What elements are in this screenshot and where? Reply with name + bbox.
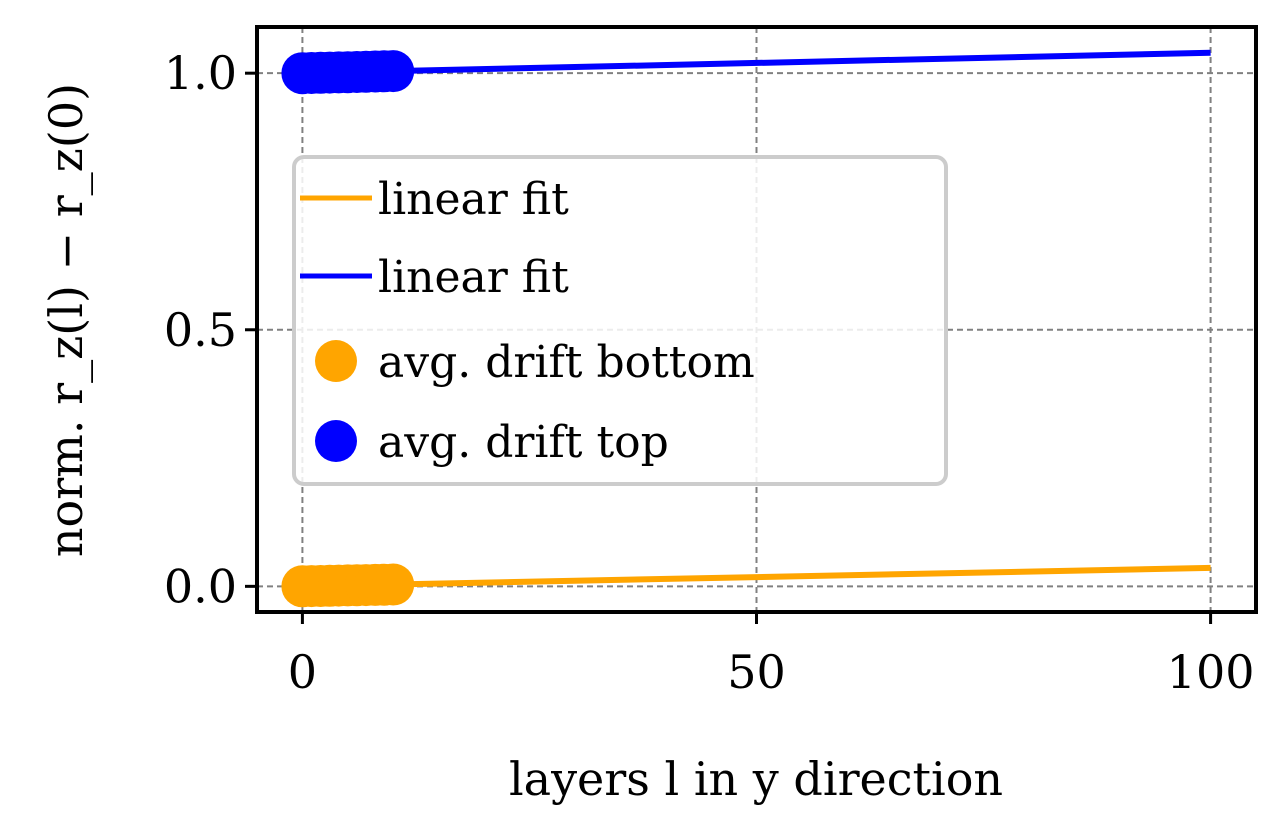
legend-marker-top [315,420,357,462]
y-tick-label: 0.0 [164,559,237,613]
x-tick-label: 0 [288,645,317,699]
x-tick-label: 50 [727,645,786,699]
legend-label-drift-top: avg. drift top [378,417,669,468]
data-point-series-2 [372,563,415,606]
legend-box [292,155,948,486]
legend-label-linear-fit-blue: linear fit [378,252,569,303]
series-line-1 [302,49,1211,77]
x-tick-label: 100 [1167,645,1255,699]
y-axis-label: norm. r_z(l) − r_z(0) [39,83,93,557]
legend: linear fit linear fit avg. drift bottom … [292,155,948,486]
legend-label-drift-bottom: avg. drift bottom [378,337,755,388]
series-layer [281,49,1211,608]
ticks: 0 50 100 0.0 0.5 1.0 [164,46,1255,699]
series-line-0 [302,564,1211,590]
legend-label-linear-fit-orange: linear fit [378,174,569,225]
x-axis-label: layers l in y direction [509,752,1003,806]
y-tick-label: 1.0 [164,46,237,100]
legend-marker-bottom [315,340,357,382]
y-tick-label: 0.5 [164,303,237,357]
data-point-series-3 [372,50,415,93]
